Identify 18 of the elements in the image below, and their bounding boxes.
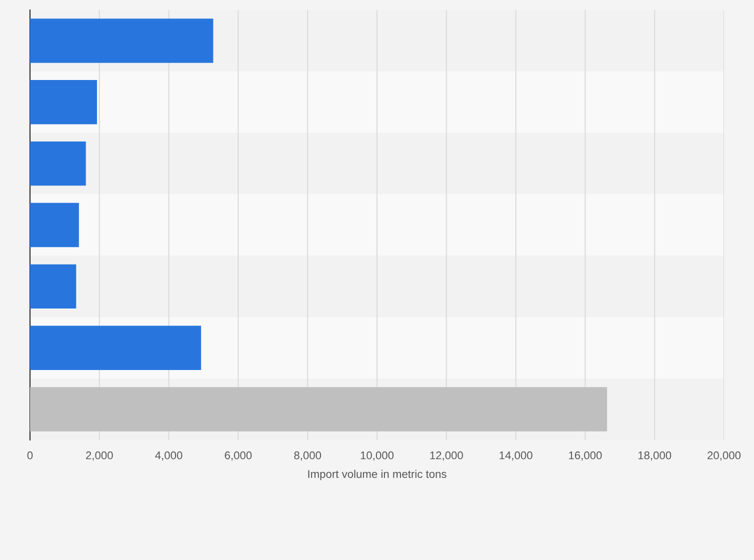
x-tick-label: 10,000 — [360, 451, 394, 461]
x-tick-label: 14,000 — [500, 451, 532, 461]
x-tick-label: 6,000 — [224, 451, 252, 461]
x-tick-label: 2,000 — [86, 451, 113, 461]
x-tick-label: 0 — [27, 451, 33, 460]
x-tick-label: 4,000 — [155, 451, 182, 461]
bar — [30, 264, 76, 309]
x-tick-label: 8,000 — [294, 451, 322, 461]
bar — [30, 141, 86, 186]
bar — [30, 18, 214, 63]
x-axis-title: Import volume in metric tons — [308, 470, 446, 480]
x-tick-label: 16,000 — [569, 451, 602, 461]
x-tick-label: 18,000 — [638, 451, 672, 461]
x-tick-label: 20,000 — [708, 451, 741, 461]
bar — [30, 326, 202, 370]
bar — [30, 202, 79, 248]
x-tick-label: 12,000 — [430, 451, 463, 461]
bar — [30, 80, 97, 124]
